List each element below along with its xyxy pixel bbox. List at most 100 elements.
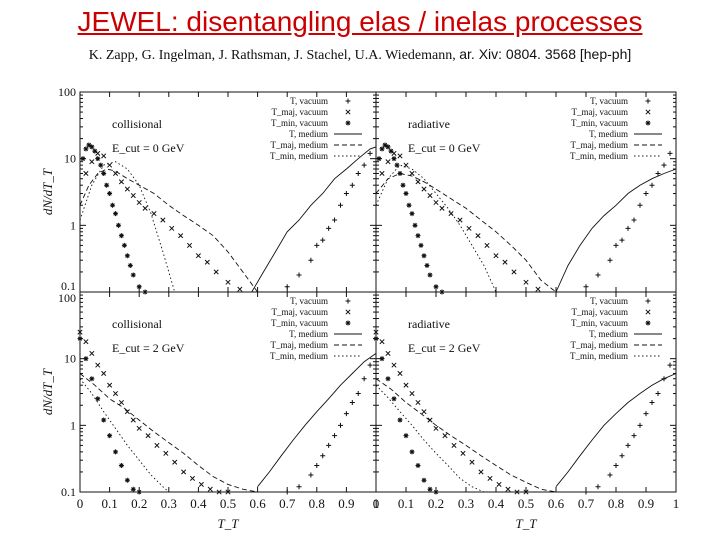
cross-marker (433, 199, 439, 206)
star-marker (118, 233, 124, 239)
x-tick-label: 0.6 (548, 496, 565, 511)
cross-marker (77, 329, 83, 335)
plus-marker (643, 411, 649, 417)
series-line (257, 353, 377, 487)
legend-label: T_maj, vacuum (572, 107, 628, 117)
plus-marker (637, 422, 643, 428)
panel-process-label: radiative (408, 117, 450, 131)
star-marker (403, 191, 409, 197)
series-line (375, 173, 557, 293)
cross-marker (448, 211, 454, 217)
cross-marker (172, 459, 178, 465)
plus-marker (655, 391, 661, 397)
star-marker (110, 202, 116, 208)
legend-label: T_maj, medium (571, 140, 629, 150)
cross-marker (523, 279, 529, 285)
cross-marker (195, 253, 201, 259)
plus-marker (625, 225, 631, 231)
plus-marker (645, 298, 651, 304)
plus-marker (631, 217, 637, 223)
plus-marker (613, 462, 619, 468)
star-marker (80, 156, 86, 162)
cross-marker (514, 489, 520, 495)
plus-marker (343, 411, 349, 417)
x-tick-label: 0.5 (518, 496, 534, 511)
plus-marker (619, 453, 625, 459)
star-marker (95, 396, 101, 402)
slide-title: JEWEL: disentangling elas / inelas proce… (77, 6, 643, 37)
plus-marker (583, 284, 589, 290)
cross-marker (505, 486, 511, 492)
y-axis-title: dN/dT_T (40, 168, 55, 215)
plus-marker (337, 422, 343, 428)
x-tick-label: 0.2 (428, 496, 444, 511)
panel-process-label: radiative (408, 317, 450, 331)
legend-label: T, vacuum (290, 296, 328, 306)
cross-marker (130, 417, 136, 423)
star-marker (421, 477, 427, 483)
legend-label: T_min, vacuum (571, 118, 628, 128)
panel-ecut-label: E_cut = 2 GeV (408, 341, 481, 355)
y-tick-label: 10 (64, 152, 76, 166)
plus-marker (595, 272, 601, 278)
plus-marker (619, 237, 625, 243)
star-marker (86, 142, 92, 148)
legend-label: T, vacuum (590, 96, 628, 106)
star-marker (400, 182, 406, 188)
y-tick-label: 0.1 (61, 279, 76, 293)
series-line (375, 378, 557, 493)
series-line (555, 373, 677, 487)
legend-label: T_maj, medium (271, 140, 329, 150)
plus-marker (625, 442, 631, 448)
star-marker (83, 146, 89, 152)
y-tick-label: 1 (70, 418, 76, 432)
star-marker (394, 162, 400, 168)
legend-label: T_maj, vacuum (272, 307, 328, 317)
star-marker (415, 462, 421, 468)
cross-marker (154, 442, 160, 448)
plus-marker (349, 400, 355, 406)
cross-marker (391, 362, 397, 368)
star-marker (136, 284, 142, 290)
x-tick-label: 0.4 (190, 496, 207, 511)
plus-marker (349, 182, 355, 188)
cross-marker (136, 425, 142, 431)
cross-marker (645, 109, 651, 115)
cross-marker (163, 450, 169, 456)
star-marker (95, 156, 101, 162)
panel-ecut-label: E_cut = 2 GeV (112, 341, 185, 355)
plus-marker (367, 150, 373, 156)
star-marker (415, 233, 421, 239)
cross-marker (475, 233, 481, 239)
cross-marker (89, 350, 95, 356)
series-line (555, 168, 677, 293)
x-tick-label: 0.7 (578, 496, 595, 511)
star-marker (101, 417, 107, 423)
star-marker (424, 262, 430, 268)
cross-marker (160, 217, 166, 223)
star-marker (391, 396, 397, 402)
x-tick-label: 0.1 (101, 496, 117, 511)
star-marker (89, 376, 95, 382)
panel-ecut-label: E_cut = 0 GeV (408, 141, 481, 155)
cross-marker (124, 186, 130, 192)
legend-label: T_min, medium (570, 351, 628, 361)
star-marker (104, 182, 110, 188)
x-tick-label: 0.8 (608, 496, 624, 511)
cross-marker (403, 382, 409, 388)
legend-label: T_min, medium (270, 151, 328, 161)
series-line (375, 384, 485, 493)
cross-marker (484, 242, 490, 248)
cross-marker (451, 442, 457, 448)
cross-marker (535, 286, 541, 292)
cross-marker (379, 170, 385, 177)
cross-marker (189, 475, 196, 481)
plus-marker (314, 242, 320, 248)
cross-marker (118, 179, 124, 185)
star-marker (645, 320, 651, 326)
star-marker (379, 146, 385, 152)
plus-marker (326, 442, 332, 448)
plus-marker (667, 362, 673, 368)
star-marker (136, 489, 142, 495)
